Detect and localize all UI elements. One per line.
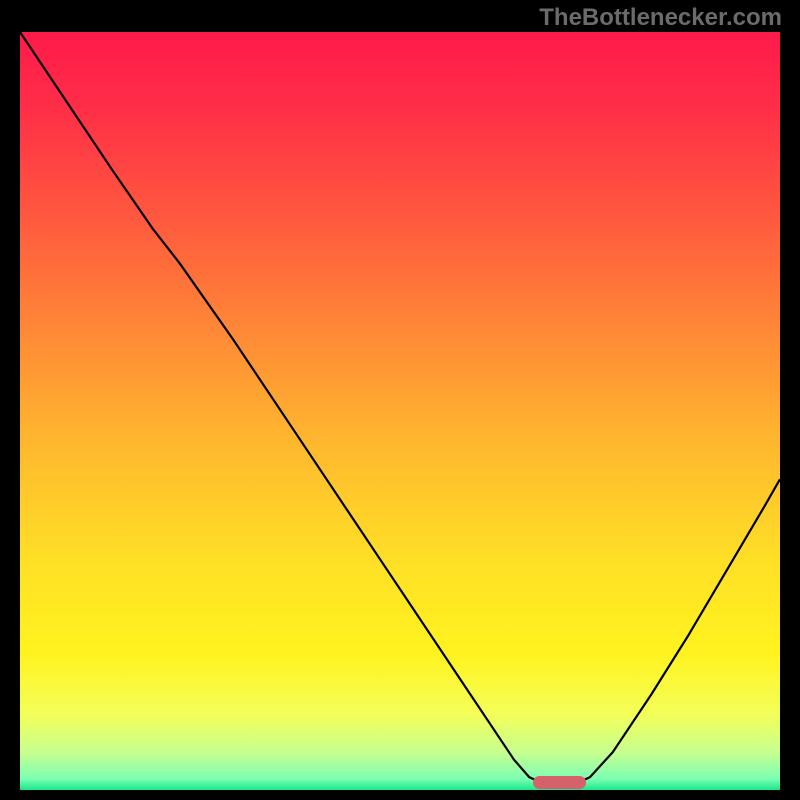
bottleneck-chart <box>20 32 780 790</box>
optimal-range-marker <box>533 776 586 789</box>
bottleneck-curve-path <box>20 32 780 782</box>
bottleneck-curve-svg <box>20 32 780 790</box>
watermark-text: TheBottlenecker.com <box>539 4 782 32</box>
